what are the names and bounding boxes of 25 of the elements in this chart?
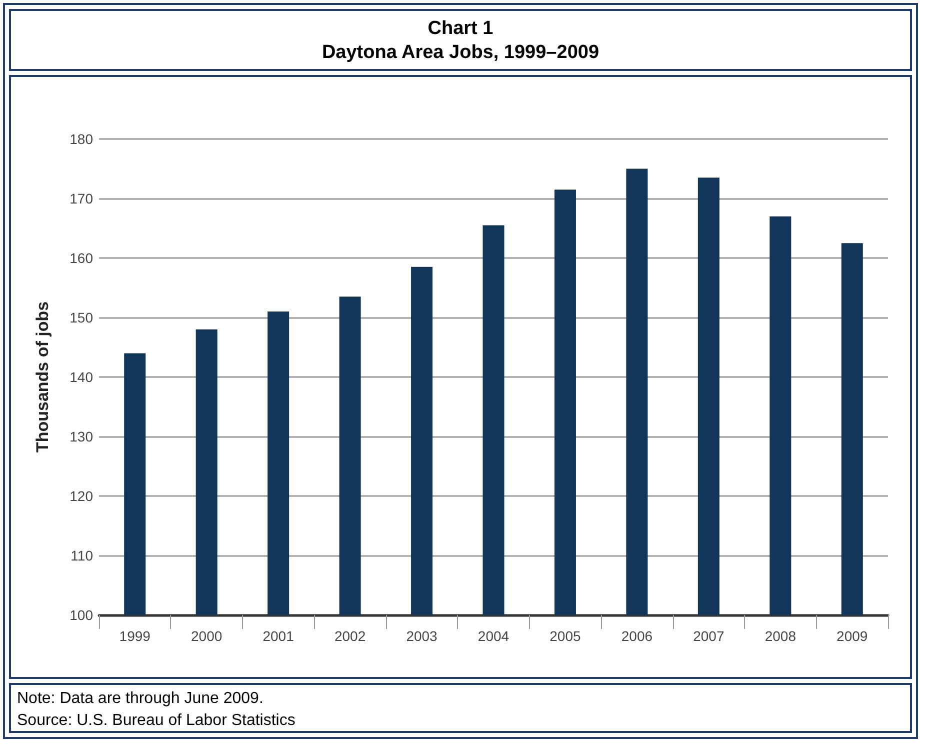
y-tick-label: 100 xyxy=(70,607,94,623)
y-tick-label: 150 xyxy=(70,310,94,326)
x-tick-label: 2009 xyxy=(836,628,868,644)
x-tick-label: 2003 xyxy=(406,628,438,644)
y-tick-label: 160 xyxy=(70,250,94,266)
x-tick-label: 2005 xyxy=(550,628,582,644)
y-axis-title: Thousands of jobs xyxy=(33,301,52,453)
text: Note: Data are through June 2009. xyxy=(17,689,264,709)
x-tick-label: 2006 xyxy=(621,628,653,644)
chart-title: Chart 1 xyxy=(426,17,494,41)
y-tick-label: 140 xyxy=(70,369,94,385)
x-tick-label: 2008 xyxy=(764,628,796,644)
source-note: Source: U.S. Bureau of Labor Statistics xyxy=(17,711,296,731)
x-tick-label: 2001 xyxy=(262,628,294,644)
y-tick-label: 110 xyxy=(70,548,94,564)
x-tick-label: 2004 xyxy=(478,628,510,644)
x-tick-label: 1999 xyxy=(119,628,151,644)
x-tick-label: 2002 xyxy=(334,628,366,644)
x-tick-label: 2007 xyxy=(693,628,724,644)
y-tick-label: 180 xyxy=(70,131,94,147)
y-tick-label: 170 xyxy=(70,190,94,206)
y-tick-label: 130 xyxy=(70,428,94,444)
chart-subtitle: Daytona Area Jobs, 1999–2009 xyxy=(320,41,600,65)
y-tick-label: 120 xyxy=(70,488,94,504)
x-tick-label: 2000 xyxy=(191,628,222,644)
